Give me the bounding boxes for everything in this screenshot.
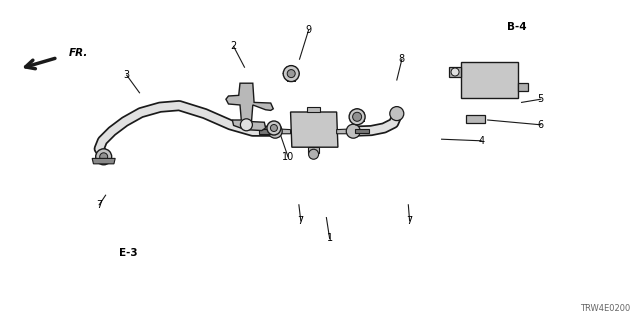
Circle shape xyxy=(271,124,277,132)
Polygon shape xyxy=(355,129,369,133)
Polygon shape xyxy=(92,158,115,164)
Text: B-4: B-4 xyxy=(508,22,527,32)
Circle shape xyxy=(100,153,108,161)
Circle shape xyxy=(283,66,300,82)
Text: 4: 4 xyxy=(478,136,484,146)
Circle shape xyxy=(390,107,404,121)
Circle shape xyxy=(268,124,282,138)
Circle shape xyxy=(241,119,252,131)
Circle shape xyxy=(451,68,459,76)
Text: 1: 1 xyxy=(326,233,333,244)
Polygon shape xyxy=(259,129,275,134)
Polygon shape xyxy=(461,62,518,98)
Text: FR.: FR. xyxy=(68,48,88,58)
Polygon shape xyxy=(307,107,320,112)
Text: 10: 10 xyxy=(282,152,294,162)
Text: 7: 7 xyxy=(406,216,413,226)
Text: 7: 7 xyxy=(96,200,102,210)
Bar xyxy=(466,115,485,123)
Text: 7: 7 xyxy=(298,216,304,226)
Polygon shape xyxy=(226,83,273,131)
Text: TRW4E0200: TRW4E0200 xyxy=(580,304,630,313)
Polygon shape xyxy=(449,67,461,77)
Text: 6: 6 xyxy=(538,120,544,130)
Circle shape xyxy=(353,112,362,121)
Text: 2: 2 xyxy=(230,41,237,52)
Circle shape xyxy=(346,124,360,138)
Text: 9: 9 xyxy=(305,25,312,36)
Text: 8: 8 xyxy=(399,54,405,64)
Text: E-3: E-3 xyxy=(118,248,138,258)
Polygon shape xyxy=(337,129,351,134)
Polygon shape xyxy=(518,83,528,91)
Text: 5: 5 xyxy=(538,94,544,104)
Polygon shape xyxy=(291,112,338,147)
Polygon shape xyxy=(308,147,319,153)
Polygon shape xyxy=(278,129,291,134)
Circle shape xyxy=(95,149,111,165)
Circle shape xyxy=(267,121,281,135)
Circle shape xyxy=(349,109,365,125)
Circle shape xyxy=(308,149,319,159)
Circle shape xyxy=(287,70,295,78)
Text: 3: 3 xyxy=(124,70,130,80)
